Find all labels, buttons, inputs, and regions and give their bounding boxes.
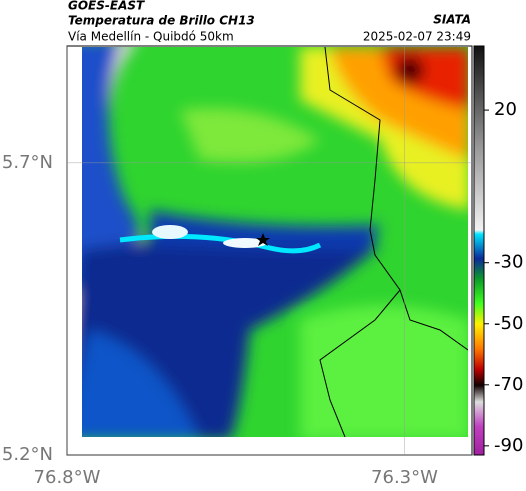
colorbar-tick-label: -90 bbox=[494, 435, 523, 456]
colorbar-tick-label: -50 bbox=[494, 313, 523, 334]
y-tick-label: 5.7°N bbox=[2, 152, 53, 173]
source: SIATA bbox=[433, 13, 471, 27]
colorbar-tick-label: 20 bbox=[494, 99, 517, 120]
satellite: GOES-EAST bbox=[68, 0, 145, 13]
product: Temperatura de Brillo CH13 bbox=[68, 14, 255, 28]
timestamp: 2025-02-07 23:49 bbox=[363, 30, 471, 44]
y-tick-label: 5.2°N bbox=[2, 444, 53, 465]
x-tick-label: 76.3°W bbox=[371, 467, 438, 488]
location-star bbox=[256, 233, 270, 246]
x-tick-label: 76.8°W bbox=[34, 467, 101, 488]
brightness-field bbox=[82, 47, 468, 437]
colorbar-tick-label: -30 bbox=[494, 252, 523, 273]
route: Vía Medellín - Quibdó 50km bbox=[68, 30, 234, 44]
colorbar bbox=[473, 45, 485, 456]
colorbar-tick-label: -70 bbox=[494, 374, 523, 395]
